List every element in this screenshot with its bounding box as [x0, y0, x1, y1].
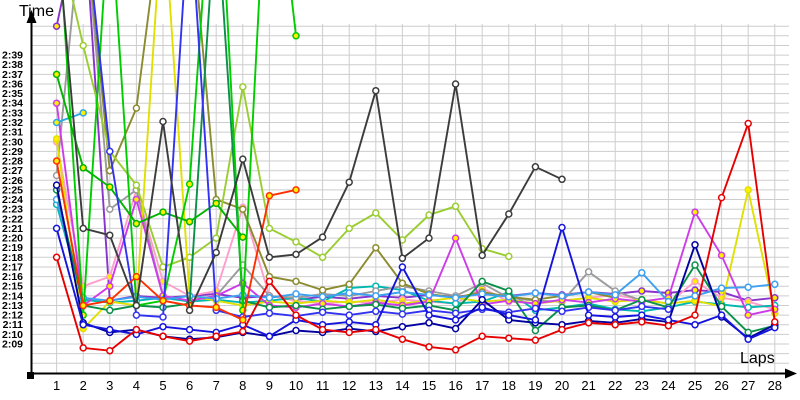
axes: [26, 10, 797, 379]
svg-text:28: 28: [768, 378, 782, 393]
svg-text:2:28: 2:28: [2, 156, 23, 168]
svg-text:2:34: 2:34: [2, 98, 23, 110]
svg-text:2:24: 2:24: [2, 194, 23, 206]
series-driver-blue[interactable]: [52, 223, 779, 343]
svg-text:2:39: 2:39: [2, 50, 23, 62]
x-axis-title: Laps: [740, 350, 775, 367]
svg-text:10: 10: [289, 378, 303, 393]
svg-text:2:38: 2:38: [2, 59, 23, 71]
svg-text:2:20: 2:20: [2, 233, 23, 245]
svg-text:2: 2: [80, 378, 87, 393]
svg-text:2:10: 2:10: [2, 329, 23, 341]
series-driver-lightblue[interactable]: [52, 195, 779, 306]
x-tick-labels: 1 2 3 4 5 6 7 8 9 10 11 12 13 14 15 16 17 18 19 20 21 22 23 24 2…: [53, 378, 782, 393]
svg-text:2:14: 2:14: [2, 290, 23, 302]
series-driver-darkgreen[interactable]: [52, 0, 779, 337]
svg-text:27: 27: [741, 378, 755, 393]
svg-text:2:19: 2:19: [2, 242, 23, 254]
svg-text:2:35: 2:35: [2, 88, 23, 100]
svg-text:22: 22: [608, 378, 622, 393]
svg-text:2:16: 2:16: [2, 271, 23, 283]
svg-text:3: 3: [106, 378, 113, 393]
svg-text:13: 13: [369, 378, 383, 393]
series-driver-red[interactable]: [52, 119, 779, 355]
svg-text:6: 6: [186, 378, 193, 393]
svg-text:23: 23: [635, 378, 649, 393]
data-series: [52, 0, 779, 355]
x-axis-arrow-icon: [785, 368, 797, 379]
svg-text:2:23: 2:23: [2, 204, 23, 216]
svg-text:19: 19: [528, 378, 542, 393]
svg-text:20: 20: [555, 378, 569, 393]
svg-text:9: 9: [266, 378, 273, 393]
svg-text:2:18: 2:18: [2, 252, 23, 264]
svg-text:11: 11: [316, 378, 330, 393]
svg-text:2:36: 2:36: [2, 79, 23, 91]
svg-text:8: 8: [239, 378, 246, 393]
y-axis-title: Time: [19, 3, 54, 20]
svg-text:1: 1: [53, 378, 60, 393]
y-tick-labels: 2:392:382:372:362:352:342:332:322:312:30…: [2, 50, 23, 351]
svg-text:15: 15: [422, 378, 436, 393]
svg-text:2:32: 2:32: [2, 117, 23, 129]
svg-text:24: 24: [661, 378, 675, 393]
svg-text:2:37: 2:37: [2, 69, 23, 81]
svg-text:21: 21: [581, 378, 595, 393]
svg-text:25: 25: [688, 378, 702, 393]
svg-text:17: 17: [475, 378, 489, 393]
svg-text:18: 18: [502, 378, 516, 393]
svg-text:2:29: 2:29: [2, 146, 23, 158]
svg-text:7: 7: [213, 378, 220, 393]
svg-text:2:26: 2:26: [2, 175, 23, 187]
svg-text:2:31: 2:31: [2, 127, 23, 139]
svg-text:2:12: 2:12: [2, 310, 23, 322]
origin-marker: [27, 372, 34, 379]
svg-text:2:25: 2:25: [2, 184, 23, 196]
svg-text:2:22: 2:22: [2, 213, 23, 225]
svg-text:2:11: 2:11: [3, 319, 24, 331]
svg-text:12: 12: [342, 378, 356, 393]
svg-text:2:15: 2:15: [2, 281, 23, 293]
series-driver-orangered[interactable]: [52, 157, 300, 324]
svg-text:2:09: 2:09: [2, 339, 23, 351]
svg-text:2:33: 2:33: [2, 107, 23, 119]
svg-text:14: 14: [395, 378, 409, 393]
svg-text:26: 26: [714, 378, 728, 393]
svg-text:5: 5: [159, 378, 166, 393]
svg-text:2:13: 2:13: [2, 300, 23, 312]
svg-text:2:17: 2:17: [2, 262, 23, 274]
svg-text:4: 4: [133, 378, 140, 393]
svg-text:2:30: 2:30: [2, 136, 23, 148]
svg-text:2:27: 2:27: [2, 165, 23, 177]
svg-text:2:21: 2:21: [2, 223, 23, 235]
series-driver-black[interactable]: [57, 0, 566, 315]
svg-text:16: 16: [448, 378, 462, 393]
series-driver-royalblue[interactable]: [57, 0, 673, 321]
y-axis-arrow-icon: [26, 10, 37, 23]
